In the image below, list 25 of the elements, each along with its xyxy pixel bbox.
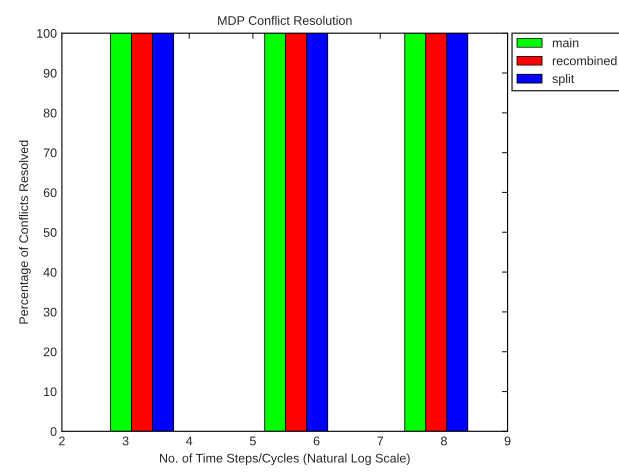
x-tick-label: 8: [440, 436, 447, 446]
y-tick-label: 50: [44, 228, 57, 237]
legend-label: split: [552, 74, 574, 86]
y-tick-label: 10: [44, 387, 57, 396]
y-tick-label: 60: [44, 188, 57, 198]
x-tick-label: 5: [250, 436, 256, 446]
x-tick-label: 3: [122, 436, 128, 446]
y-tick-label: 40: [43, 268, 57, 277]
x-axis-title: No. of Time Steps/Cycles (Natural Log Scale): [160, 453, 410, 466]
y-tick-label: 100: [37, 28, 57, 38]
x-tick-label: 4: [186, 436, 192, 446]
y-tick-label: 90: [44, 68, 57, 78]
y-tick-label: 0: [50, 427, 57, 436]
x-tick-label: 9: [504, 436, 510, 446]
y-tick-label: 20: [44, 348, 57, 356]
y-tick-label: 30: [44, 308, 57, 317]
x-tick-label: 6: [314, 436, 320, 446]
legend-label: recombined: [552, 56, 617, 66]
x-tick-label: 2: [59, 436, 65, 446]
y-tick-label: 70: [44, 148, 57, 158]
legend-label: main: [552, 38, 578, 48]
chart-title: MDP Conflict Resolution: [218, 16, 352, 25]
x-tick-label: 7: [377, 436, 384, 446]
y-tick-label: 80: [44, 108, 57, 118]
y-axis-title: Percentage of Conflicts Resolved: [18, 140, 31, 324]
